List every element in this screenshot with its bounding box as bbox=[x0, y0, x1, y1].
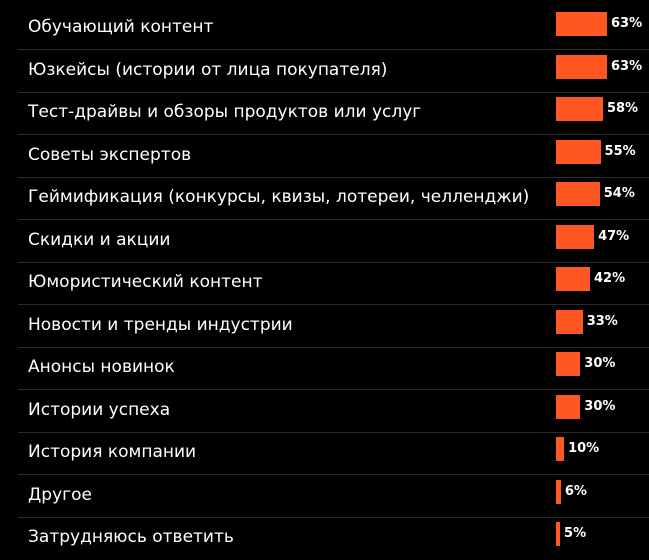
category-label: Анонсы новинок bbox=[28, 357, 175, 377]
category-label: Юмористический контент bbox=[28, 272, 263, 292]
chart-row: Советы экспертов 55% bbox=[0, 136, 649, 178]
category-label: Геймификация (конкурсы, квизы, лотереи, … bbox=[28, 187, 530, 207]
bar bbox=[556, 224, 595, 249]
bar bbox=[556, 182, 600, 206]
bar bbox=[556, 12, 608, 36]
value-label: 10% bbox=[568, 441, 600, 456]
bar bbox=[556, 139, 601, 164]
category-label: Затрудняюсь ответить bbox=[28, 527, 234, 547]
row-divider bbox=[18, 219, 649, 220]
bar bbox=[556, 437, 565, 461]
row-divider bbox=[18, 134, 649, 135]
category-label: Истории успеха bbox=[28, 399, 171, 420]
category-label: Тест-драйвы и обзоры продуктов или услуг bbox=[28, 102, 422, 122]
bar bbox=[556, 54, 608, 79]
chart-row: Тест-драйвы и обзоры продуктов или услуг… bbox=[0, 93, 649, 135]
value-label: 30% bbox=[584, 356, 616, 371]
chart-row: Анонсы новинок 30% bbox=[0, 348, 649, 390]
row-divider bbox=[18, 431, 649, 433]
row-divider bbox=[18, 176, 649, 178]
bar bbox=[556, 309, 583, 334]
chart-row: Затрудняюсь ответить 5% bbox=[0, 518, 649, 560]
bar bbox=[556, 267, 591, 291]
chart-row: Геймификация (конкурсы, квизы, лотереи, … bbox=[0, 178, 649, 220]
chart-row: Другое 6% bbox=[0, 476, 649, 518]
row-divider bbox=[18, 261, 649, 263]
chart-row: Новости и тренды индустрии 33% bbox=[0, 306, 649, 348]
category-label: Юзкейсы (истории от лица покупателя) bbox=[28, 59, 388, 80]
chart-row: Скидки и акции 47% bbox=[0, 221, 649, 263]
bar bbox=[556, 352, 581, 376]
value-label: 55% bbox=[604, 143, 636, 159]
category-label: История компании bbox=[28, 442, 197, 462]
bar bbox=[556, 522, 561, 546]
row-divider bbox=[18, 304, 649, 305]
category-label: Новости и тренды индустрии bbox=[28, 314, 293, 335]
bar bbox=[556, 97, 603, 121]
value-label: 54% bbox=[603, 186, 635, 201]
chart-row: Юзкейсы (истории от лица покупателя) 63% bbox=[0, 51, 649, 93]
bar bbox=[556, 479, 561, 504]
category-label: Советы экспертов bbox=[28, 144, 192, 165]
row-divider bbox=[18, 516, 649, 518]
bar bbox=[556, 394, 581, 419]
value-label: 47% bbox=[598, 228, 630, 244]
value-label: 58% bbox=[606, 101, 639, 116]
chart-row: Обучающий контент 63% bbox=[0, 8, 649, 50]
row-divider bbox=[18, 389, 649, 390]
value-label: 63% bbox=[611, 58, 643, 74]
value-label: 63% bbox=[611, 16, 643, 31]
category-label: Скидки и акции bbox=[28, 229, 171, 250]
row-divider bbox=[18, 346, 649, 348]
chart-row: Истории успеха 30% bbox=[0, 391, 649, 433]
value-label: 6% bbox=[564, 483, 587, 499]
chart-row: История компании 10% bbox=[0, 433, 649, 475]
value-label: 33% bbox=[586, 313, 618, 329]
category-label: Обучающий контент bbox=[28, 17, 214, 37]
category-label: Другое bbox=[28, 484, 92, 505]
row-divider bbox=[18, 474, 649, 475]
value-label: 5% bbox=[564, 526, 587, 541]
value-label: 42% bbox=[594, 271, 626, 286]
row-divider bbox=[18, 91, 649, 93]
value-label: 30% bbox=[584, 398, 616, 414]
chart-row: Юмористический контент 42% bbox=[0, 263, 649, 305]
row-divider bbox=[18, 49, 649, 50]
